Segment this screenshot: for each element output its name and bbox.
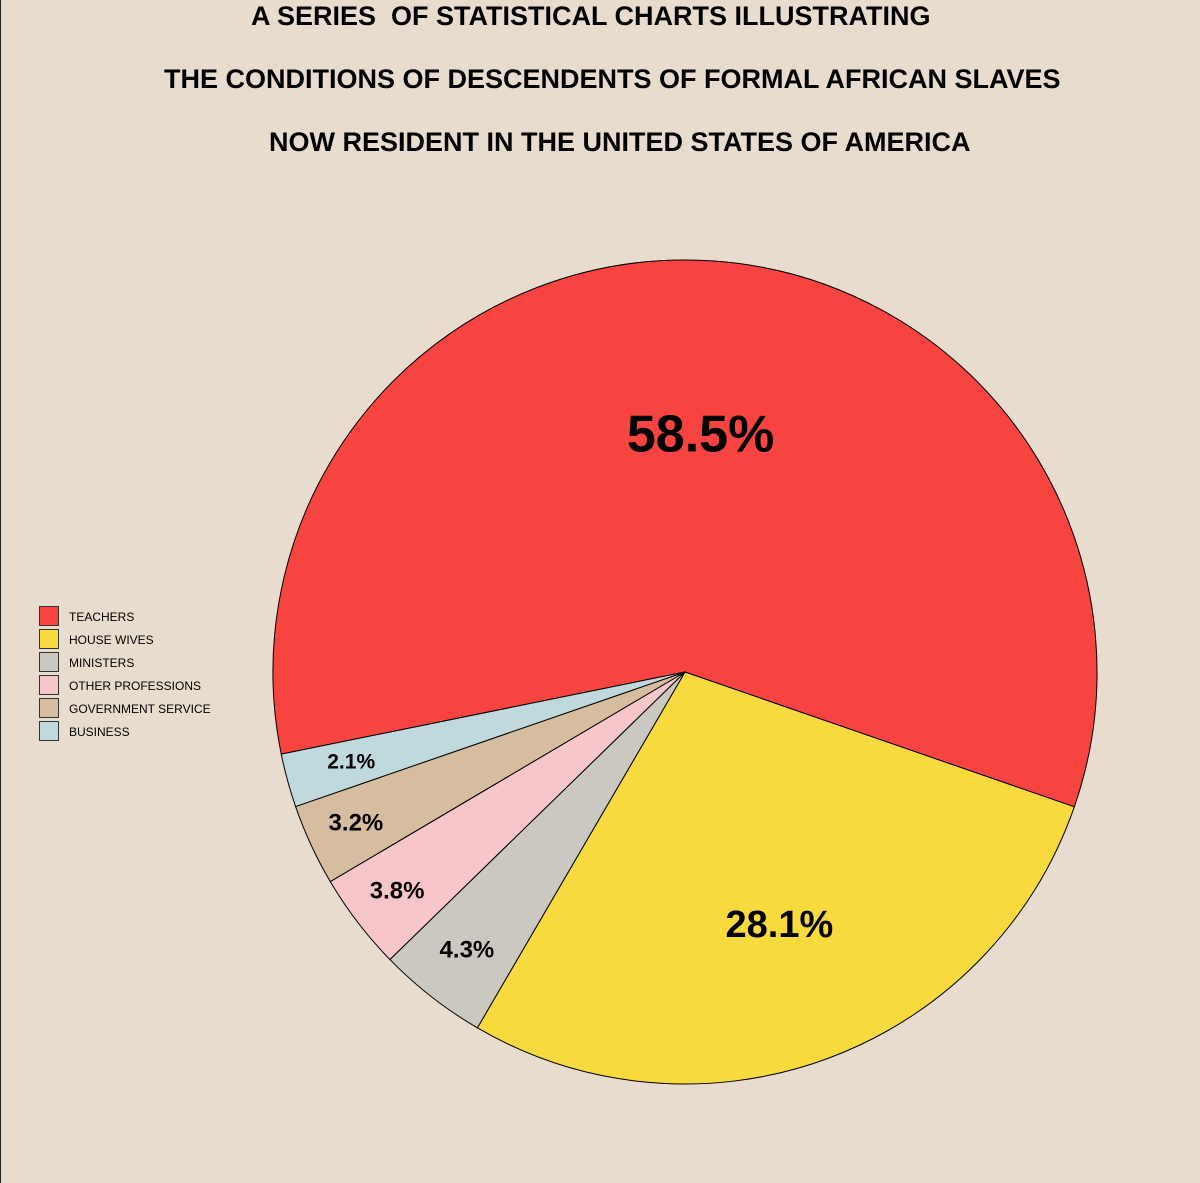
- pie-labels: 58.5% 28.1% 4.3% 3.8% 3.2% 2.1%: [327, 405, 833, 963]
- legend-label: BUSINESS: [69, 725, 130, 739]
- legend-swatch: [39, 652, 59, 672]
- legend-swatch: [39, 606, 59, 626]
- slice-label-business: 2.1%: [327, 751, 375, 774]
- legend-label: GOVERNMENT SERVICE: [69, 702, 211, 716]
- slice-label-other-professions: 3.8%: [370, 878, 425, 905]
- pie-slice-house-wives: [476, 671, 1075, 1085]
- legend-swatch: [39, 629, 59, 649]
- legend-label: MINISTERS: [69, 656, 135, 670]
- legend-swatch: [39, 675, 59, 695]
- chart-title-line-2: THE CONDITIONS OF DESCENDENTS OF FORMAL …: [164, 64, 1061, 94]
- legend-swatch: [39, 721, 59, 741]
- slice-label-ministers: 4.3%: [440, 937, 495, 964]
- pie-slice-teachers: [272, 259, 1098, 808]
- chart-title-line-1: A SERIES OF STATISTICAL CHARTS ILLUSTRAT…: [251, 1, 931, 31]
- slice-label-teachers: 58.5%: [627, 405, 774, 463]
- pie-slice-business: [280, 671, 686, 808]
- legend-label: HOUSE WIVES: [69, 633, 154, 647]
- slice-label-house-wives: 28.1%: [726, 904, 834, 946]
- slice-label-government-service: 3.2%: [329, 810, 384, 837]
- legend-label: TEACHERS: [69, 610, 135, 624]
- chart-title-line-3: NOW RESIDENT IN THE UNITED STATES OF AME…: [269, 127, 971, 157]
- pie-slices: [272, 259, 1098, 1085]
- legend-swatch: [39, 698, 59, 718]
- legend-label: OTHER PROFESSIONS: [69, 679, 202, 693]
